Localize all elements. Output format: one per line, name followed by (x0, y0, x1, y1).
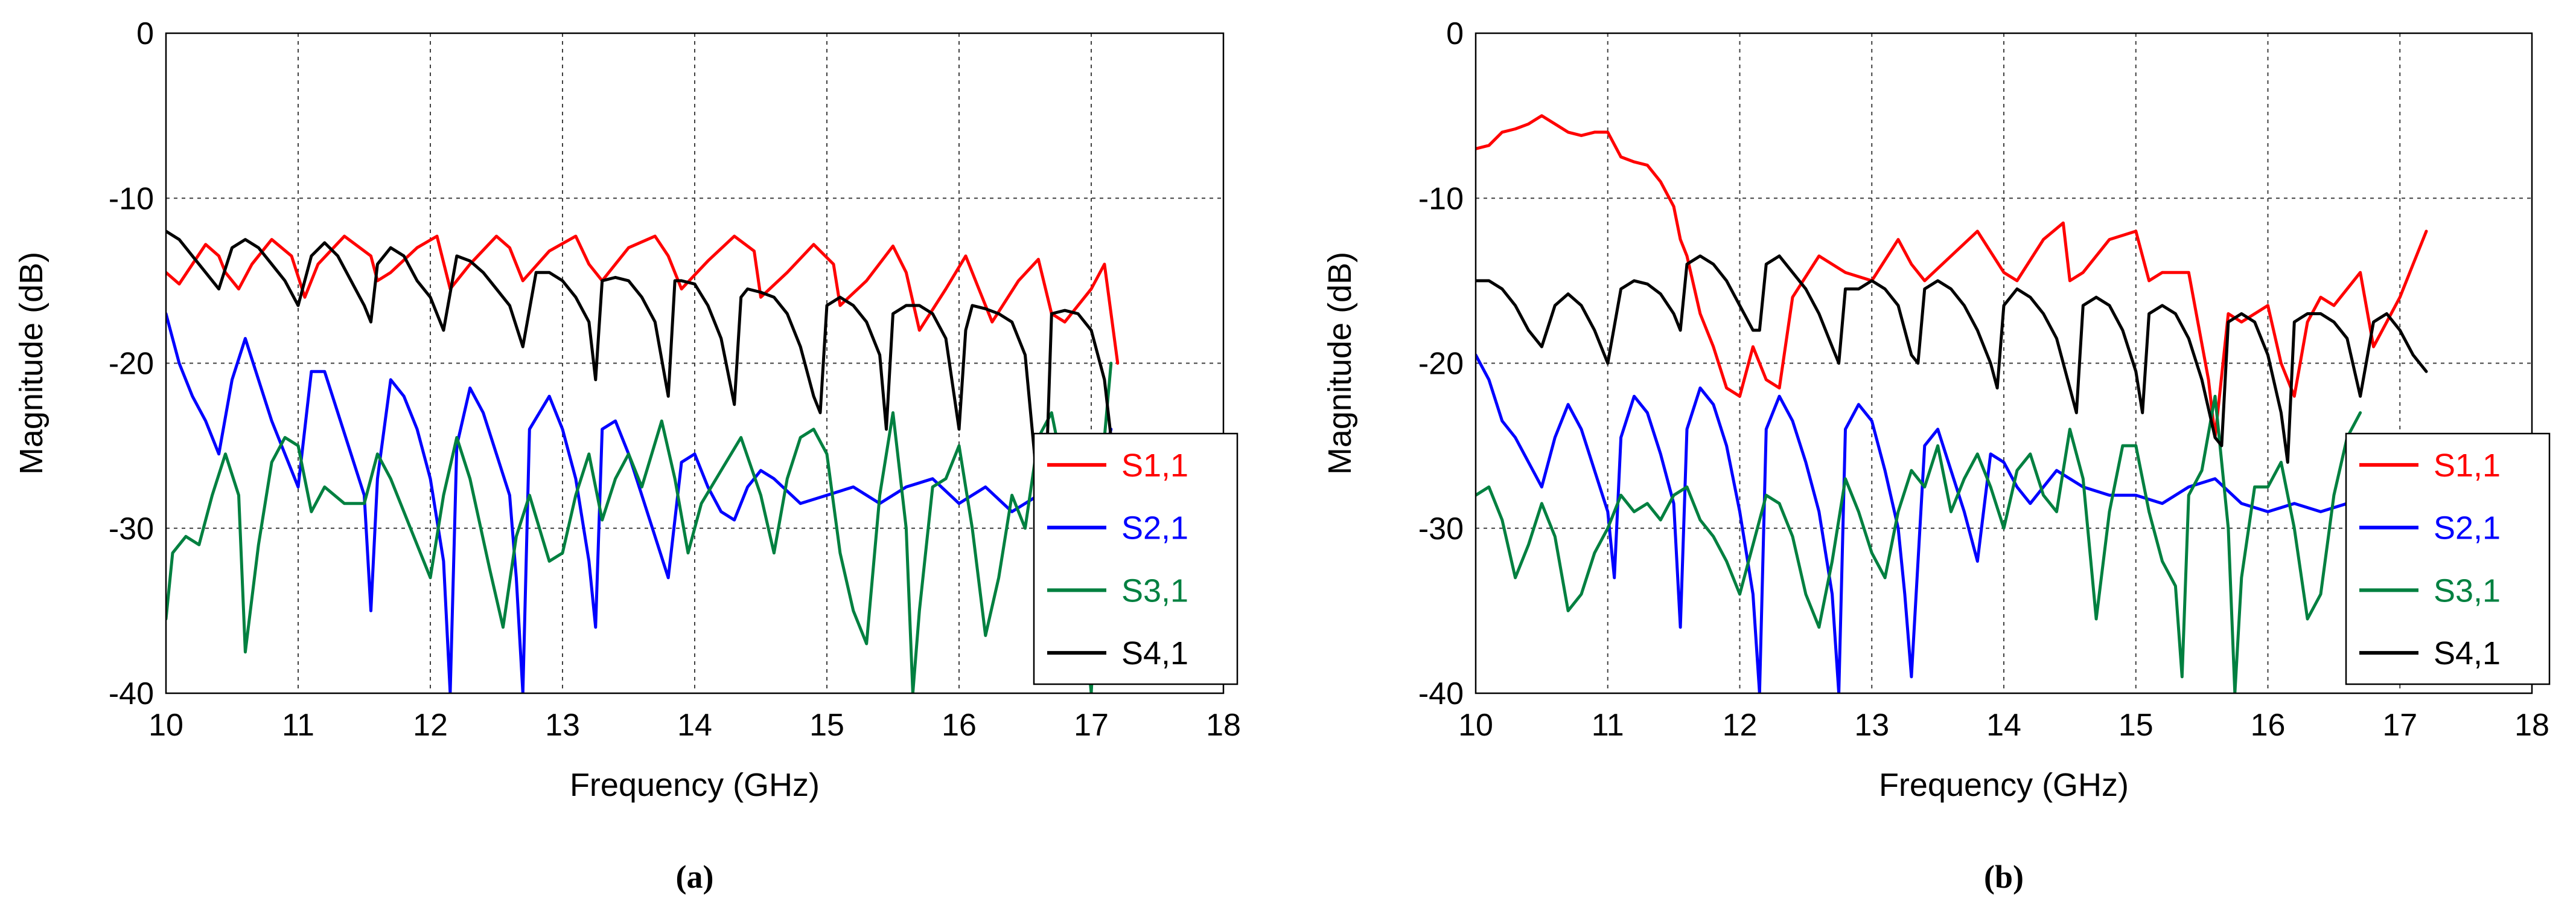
x-tick-label: 12 (1723, 708, 1758, 743)
y-tick-label: -40 (1418, 676, 1464, 711)
x-tick-label: 15 (2119, 708, 2154, 743)
series-line-S3-1 (166, 362, 1113, 693)
chart-panel-a: 10 11 12 13 14 15 16 17 18 0 -10 -20 -30 -40 Frequency… (13, 16, 1241, 895)
panel-caption: (b) (1984, 859, 2024, 895)
x-tick-label: 13 (545, 708, 580, 743)
legend-label: S4,1 (1121, 635, 1188, 671)
legend-label: S1,1 (1121, 447, 1188, 484)
x-axis-label: Frequency (GHz) (1879, 767, 2129, 803)
x-tick-label: 11 (1592, 708, 1624, 743)
x-tick-label: 14 (677, 708, 712, 743)
legend-label: S4,1 (2434, 635, 2501, 671)
series-line-S1-1 (166, 234, 1120, 365)
series-line-S1-1 (1476, 114, 2428, 439)
legend-label: S1,1 (2434, 447, 2501, 484)
series-line-S4-1 (1476, 254, 2428, 464)
legend-label: S3,1 (1121, 572, 1188, 609)
x-tick-label: 12 (413, 708, 448, 743)
legend-box (1033, 432, 1239, 685)
series-group (1476, 114, 2428, 693)
plot-frame (1475, 32, 2533, 694)
x-tick-label: 16 (2251, 708, 2286, 743)
x-tick-label: 14 (1986, 708, 2021, 743)
x-axis-label: Frequency (GHz) (570, 767, 820, 803)
series-line-S3-1 (1476, 394, 2362, 693)
legend-box (2345, 432, 2551, 685)
plot-frame (165, 32, 1225, 694)
y-tick-label: -20 (1418, 347, 1464, 382)
y-axis-label: Magnitude (dB) (13, 252, 49, 475)
x-tick-label: 16 (942, 708, 977, 743)
legend-label: S3,1 (2434, 572, 2501, 609)
series-line-S4-1 (166, 229, 1113, 513)
x-tick-label: 17 (2382, 708, 2417, 743)
y-tick-label: -10 (109, 181, 154, 216)
y-tick-label: -10 (1418, 181, 1464, 216)
series-group (166, 229, 1120, 693)
legend-label: S2,1 (2434, 510, 2501, 546)
x-tick-label: 18 (2514, 708, 2549, 743)
x-tick-label: 13 (1854, 708, 1889, 743)
y-tick-label: 0 (136, 16, 154, 51)
legend: S1,1 S2,1 S3,1 S4,1 (2345, 432, 2551, 685)
x-tick-label: 10 (1458, 708, 1493, 743)
y-tick-label: -30 (1418, 511, 1464, 546)
legend: S1,1 S2,1 S3,1 S4,1 (1033, 432, 1239, 685)
x-tick-label: 11 (282, 708, 314, 743)
series-line-S2-1 (166, 312, 1113, 693)
y-tick-label: -40 (109, 676, 154, 711)
chart-panel-b: 10 11 12 13 14 15 16 17 18 0 -10 -20 -30 -40 Frequency… (1322, 16, 2551, 895)
y-tick-label: 0 (1446, 16, 1464, 51)
y-axis-label: Magnitude (dB) (1322, 252, 1358, 475)
x-tick-label: 15 (809, 708, 844, 743)
legend-label: S2,1 (1121, 510, 1188, 546)
x-tick-label: 18 (1206, 708, 1241, 743)
panel-caption: (a) (676, 859, 714, 895)
y-tick-label: -20 (109, 347, 154, 382)
x-tick-label: 10 (148, 708, 183, 743)
y-tick-label: -30 (109, 511, 154, 546)
x-tick-label: 17 (1074, 708, 1109, 743)
